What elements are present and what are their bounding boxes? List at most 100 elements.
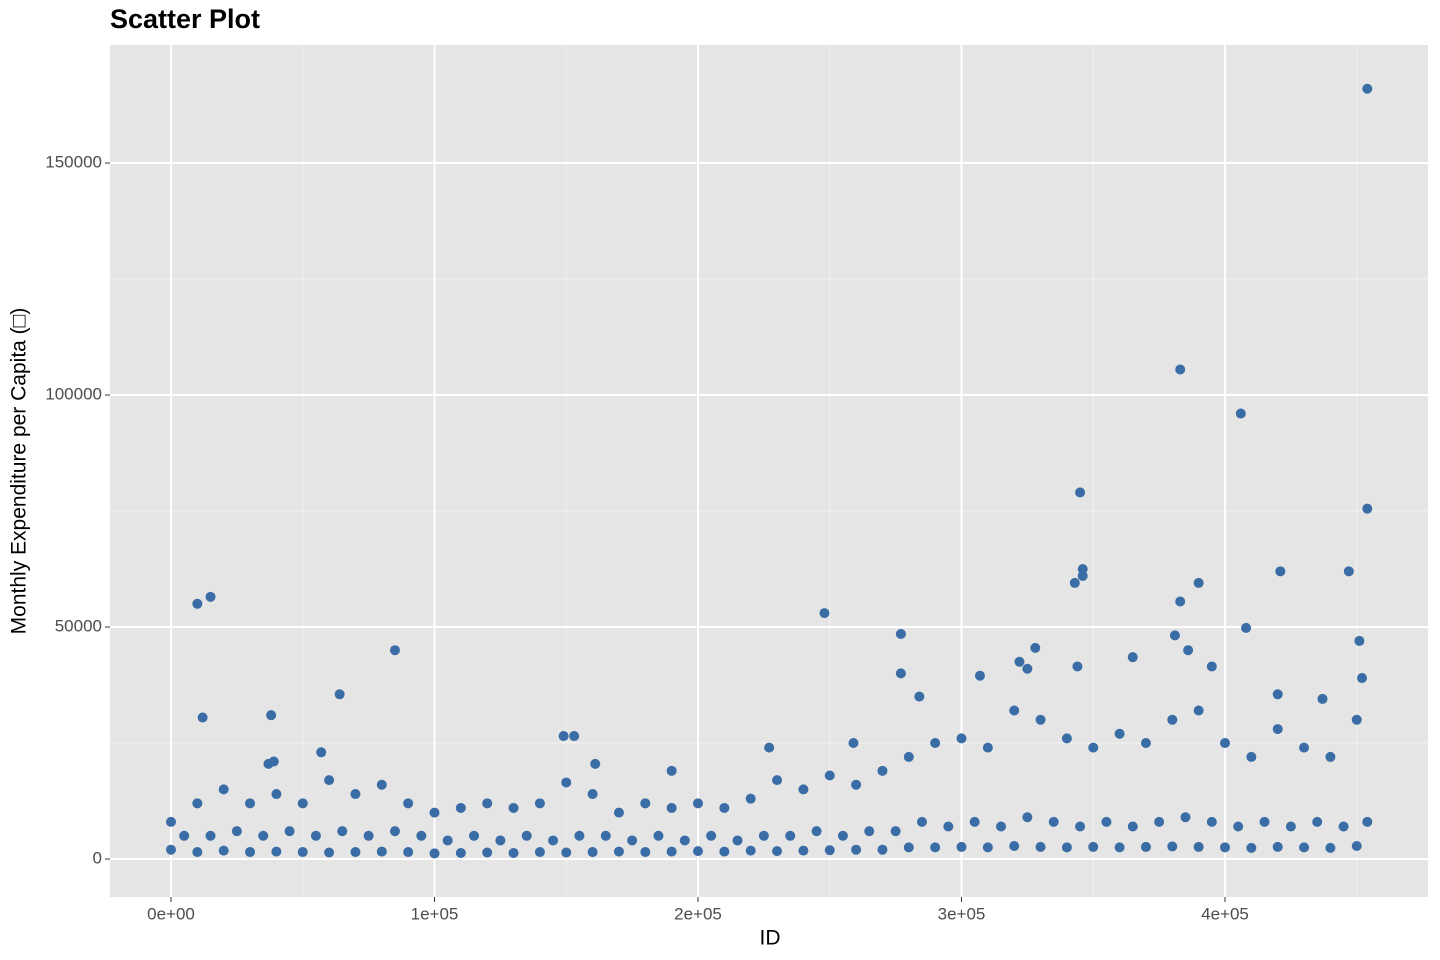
point [692,798,703,809]
point [389,826,400,837]
point [1175,364,1186,375]
point [350,847,361,858]
point [1235,408,1246,419]
point [627,835,638,846]
point [389,645,400,656]
point [482,798,493,809]
x-tick-label: 1e+05 [411,904,459,923]
point [1362,83,1373,94]
point [745,793,756,804]
point [864,826,875,837]
point [719,846,730,857]
point [442,835,453,846]
point [574,830,585,841]
chart-title: Scatter Plot [110,4,260,34]
point [1077,563,1088,574]
point [1014,656,1025,667]
point [719,802,730,813]
x-tick-label: 2e+05 [674,904,722,923]
point [1048,816,1059,827]
point [903,751,914,762]
point [561,847,572,858]
point [1312,816,1323,827]
point [764,742,775,753]
point [587,847,598,858]
point [1169,630,1180,641]
point [521,830,532,841]
point [890,826,901,837]
x-tick-label: 4e+05 [1201,904,1249,923]
point [376,779,387,790]
point [1272,689,1283,700]
point [403,847,414,858]
point [1061,733,1072,744]
point [1362,816,1373,827]
point [1246,751,1257,762]
point [482,847,493,858]
point [337,826,348,837]
point [1154,816,1165,827]
x-tick-label: 0e+00 [147,904,195,923]
point [1022,812,1033,823]
point [179,830,190,841]
point [218,784,229,795]
point [197,712,208,723]
point [798,784,809,795]
point [758,830,769,841]
point [1022,663,1033,674]
point [772,846,783,857]
point [969,816,980,827]
point [824,770,835,781]
point [548,835,559,846]
point [877,844,888,855]
point [376,846,387,857]
point [851,844,862,855]
point [956,841,967,852]
point [1285,821,1296,832]
point [192,798,203,809]
point [245,847,256,858]
point [974,670,985,681]
point [231,826,242,837]
point [416,830,427,841]
point [916,816,927,827]
point [569,731,580,742]
point [1206,661,1217,672]
point [785,830,796,841]
point [1354,635,1365,646]
point [310,830,321,841]
point [587,789,598,800]
point [1219,737,1230,748]
point [996,821,1007,832]
point [192,847,203,858]
point [495,835,506,846]
point [1272,724,1283,735]
point [455,802,466,813]
point [1299,742,1310,753]
point [930,737,941,748]
point [508,802,519,813]
point [877,765,888,776]
x-axis-label: ID [760,927,781,950]
point [1175,596,1186,607]
point [1061,842,1072,853]
point [1183,645,1194,656]
point [1069,577,1080,588]
point [1193,577,1204,588]
point [824,845,835,856]
y-tick-label: 50000 [55,616,102,635]
point [590,758,601,769]
point [1317,693,1328,704]
point [1127,821,1138,832]
point [268,756,279,767]
point [1343,566,1354,577]
point [192,598,203,609]
point [1325,842,1336,853]
point [706,830,717,841]
point [745,845,756,856]
point [1180,812,1191,823]
point [772,775,783,786]
point [943,821,954,832]
point [1325,751,1336,762]
